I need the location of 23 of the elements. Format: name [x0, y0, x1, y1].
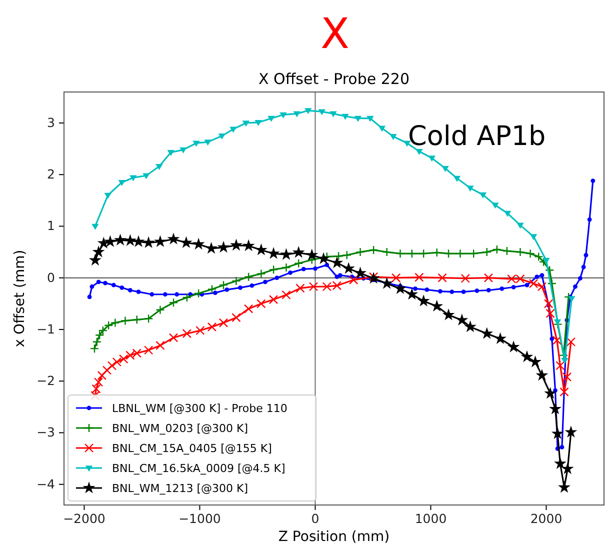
x-axis-title: Z Position (mm)	[278, 529, 390, 545]
legend-label: BNL_CM_16.5kA_0009 [@4.5 K]	[112, 462, 286, 475]
x-tick-label: −1000	[178, 510, 221, 526]
y-tick-label: 1	[47, 218, 55, 234]
legend-label: LBNL_WM [@300 K] - Probe 110	[112, 402, 288, 415]
legend-label: BNL_WM_1213 [@300 K]	[112, 482, 248, 495]
y-tick-label: 3	[47, 114, 55, 130]
y-tick-label: −3	[36, 424, 55, 440]
x-tick-label: −2000	[63, 510, 106, 526]
legend-label: BNL_CM_15A_0405 [@155 K]	[112, 442, 272, 455]
y-axis-title: x Offset (mm)	[12, 250, 28, 348]
y-tick-label: 2	[47, 166, 55, 182]
x-tick-label: 0	[311, 510, 320, 526]
chart-title: X	[320, 9, 350, 58]
x-tick-label: 2000	[530, 510, 562, 526]
y-tick-label: 0	[47, 270, 56, 285]
annotation: Cold AP1b	[408, 121, 546, 152]
y-tick-label: −1	[36, 321, 55, 336]
y-tick-label: −4	[36, 476, 56, 492]
y-tick-label: −2	[36, 373, 55, 388]
legend-label: BNL_WM_0203 [@300 K]	[112, 422, 248, 435]
chart-subtitle: X Offset - Probe 220	[258, 70, 410, 88]
x-tick-label: 1000	[414, 510, 447, 526]
